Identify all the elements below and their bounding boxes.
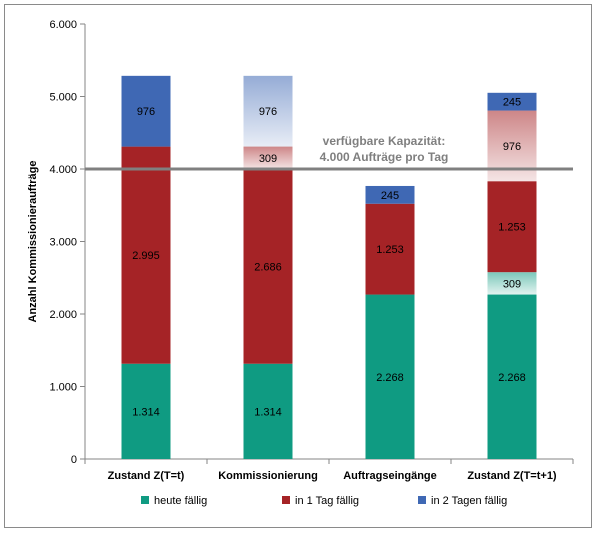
data-label: 976	[259, 106, 277, 118]
data-label: 2.268	[498, 372, 526, 384]
bar-segment	[487, 181, 537, 273]
bar-segment	[121, 363, 171, 459]
bar-segment	[487, 294, 537, 459]
bar-segment	[487, 272, 537, 295]
bar-segment	[121, 75, 171, 147]
y-tick-label: 0	[71, 454, 77, 466]
capacity-annotation-line1: verfügbare Kapazität:	[323, 134, 446, 148]
x-category-label: Zustand Z(T=t+1)	[467, 470, 557, 482]
x-category-label: Auftragseingänge	[343, 470, 437, 482]
legend-label: heute fällig	[154, 495, 207, 507]
legend-label: in 2 Tagen fällig	[431, 495, 507, 507]
bar-segment	[243, 75, 293, 147]
data-label: 976	[503, 141, 521, 153]
y-tick-label: 2.000	[49, 309, 77, 321]
data-label: 2.995	[132, 250, 160, 262]
bar-segment	[365, 203, 415, 295]
data-label: 976	[137, 106, 155, 118]
data-label: 309	[503, 278, 521, 290]
data-label: 309	[259, 153, 277, 165]
legend-label: in 1 Tag fällig	[295, 495, 359, 507]
legend-swatch	[282, 496, 290, 504]
bar-segment	[121, 146, 171, 364]
data-label: 2.268	[376, 372, 404, 384]
x-category-label: Zustand Z(T=t)	[108, 470, 185, 482]
legend-swatch	[418, 496, 426, 504]
y-tick-label: 3.000	[49, 237, 77, 249]
y-tick-label: 1.000	[49, 382, 77, 394]
bar-segment	[365, 294, 415, 459]
y-tick-label: 4.000	[49, 164, 77, 176]
data-label: 1.253	[498, 222, 526, 234]
data-label: 1.314	[132, 406, 160, 418]
data-label: 1.314	[254, 406, 282, 418]
data-label: 245	[381, 190, 399, 202]
bar-segment	[243, 363, 293, 459]
x-category-label: Kommissionierung	[218, 470, 318, 482]
bar-segment	[487, 92, 537, 111]
bar-segment	[243, 169, 293, 364]
y-axis-title: Anzahl Kommissionieraufträge	[27, 161, 39, 323]
data-label: 2.686	[254, 261, 282, 273]
capacity-annotation-line2: 4.000 Aufträge pro Tag	[320, 150, 449, 164]
y-tick-label: 5.000	[49, 92, 77, 104]
data-label: 1.253	[376, 244, 404, 256]
bar-segment	[243, 146, 293, 169]
legend-swatch	[141, 496, 149, 504]
y-tick-label: 6.000	[49, 19, 77, 31]
bar-segment	[365, 185, 415, 204]
data-label: 245	[503, 97, 521, 109]
